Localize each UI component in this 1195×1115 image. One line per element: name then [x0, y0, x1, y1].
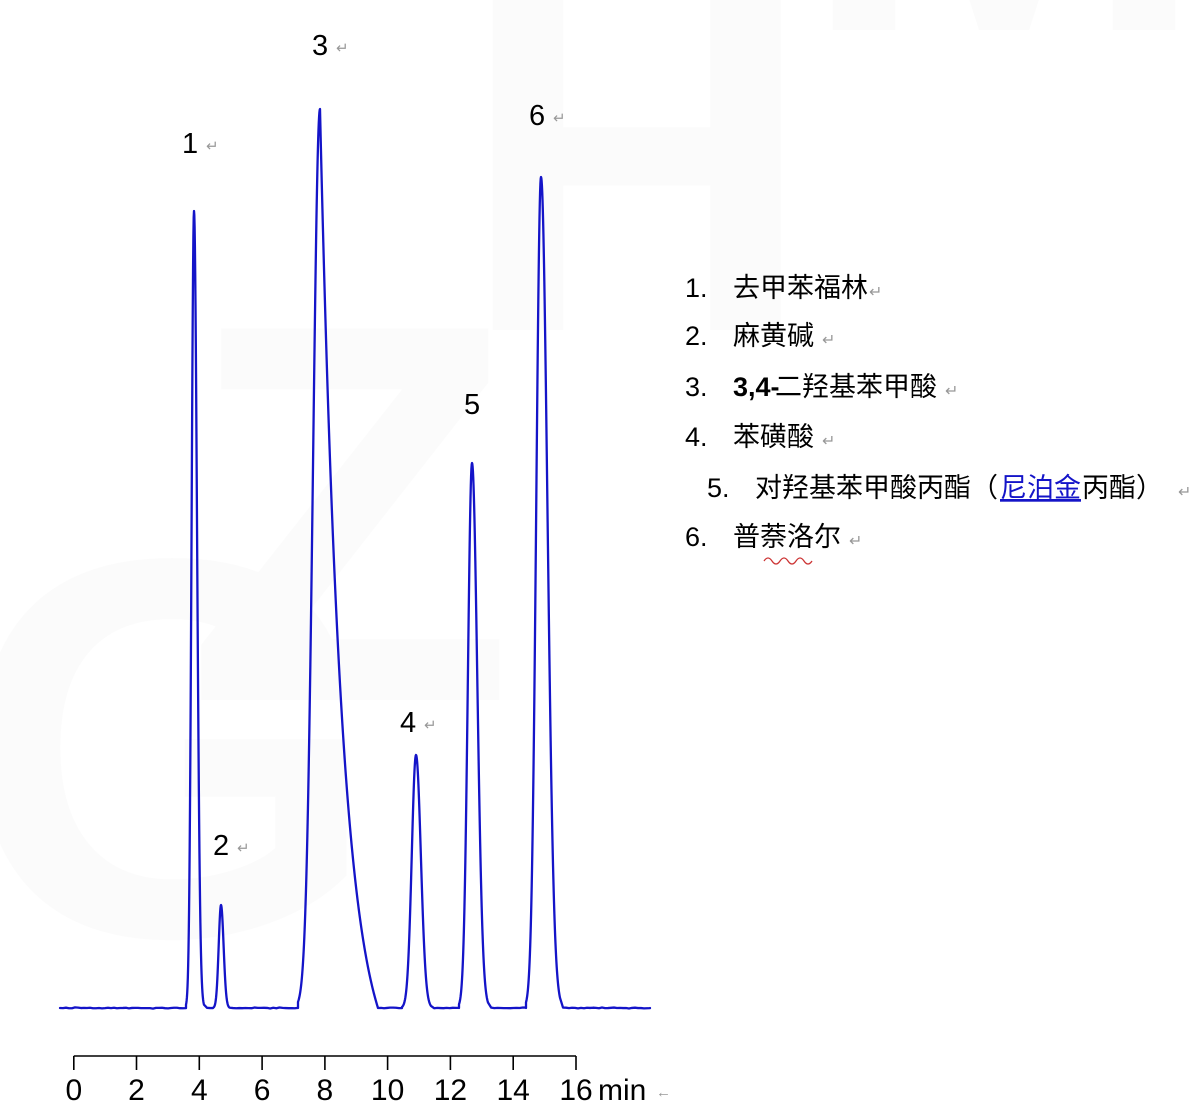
- svg-text:↵: ↵: [849, 533, 862, 550]
- svg-text:↵: ↵: [945, 383, 958, 400]
- svg-text:↵: ↵: [1178, 484, 1191, 501]
- svg-text:↵: ↵: [822, 332, 835, 349]
- svg-text:普萘洛尔: 普萘洛尔: [733, 522, 841, 552]
- svg-text:2.: 2.: [685, 321, 708, 351]
- svg-text:丙酯）: 丙酯）: [1082, 473, 1163, 503]
- svg-text:苯磺酸: 苯磺酸: [733, 422, 814, 452]
- svg-text:对羟基苯甲酸丙酯（: 对羟基苯甲酸丙酯（: [755, 473, 998, 503]
- svg-text:5.: 5.: [707, 473, 730, 503]
- svg-text:4.: 4.: [685, 422, 708, 452]
- svg-text:6.: 6.: [685, 522, 708, 552]
- svg-text:↵: ↵: [822, 433, 835, 450]
- svg-text:尼泊金: 尼泊金: [1000, 473, 1081, 503]
- svg-text:去甲苯福林: 去甲苯福林: [733, 273, 868, 303]
- svg-text:↵: ↵: [869, 284, 882, 301]
- svg-text:3,4-: 3,4-: [733, 372, 780, 402]
- svg-text:二羟基苯甲酸: 二羟基苯甲酸: [775, 372, 937, 402]
- svg-text:1.: 1.: [685, 273, 708, 303]
- svg-text:3.: 3.: [685, 372, 708, 402]
- svg-text:麻黄碱: 麻黄碱: [733, 321, 814, 351]
